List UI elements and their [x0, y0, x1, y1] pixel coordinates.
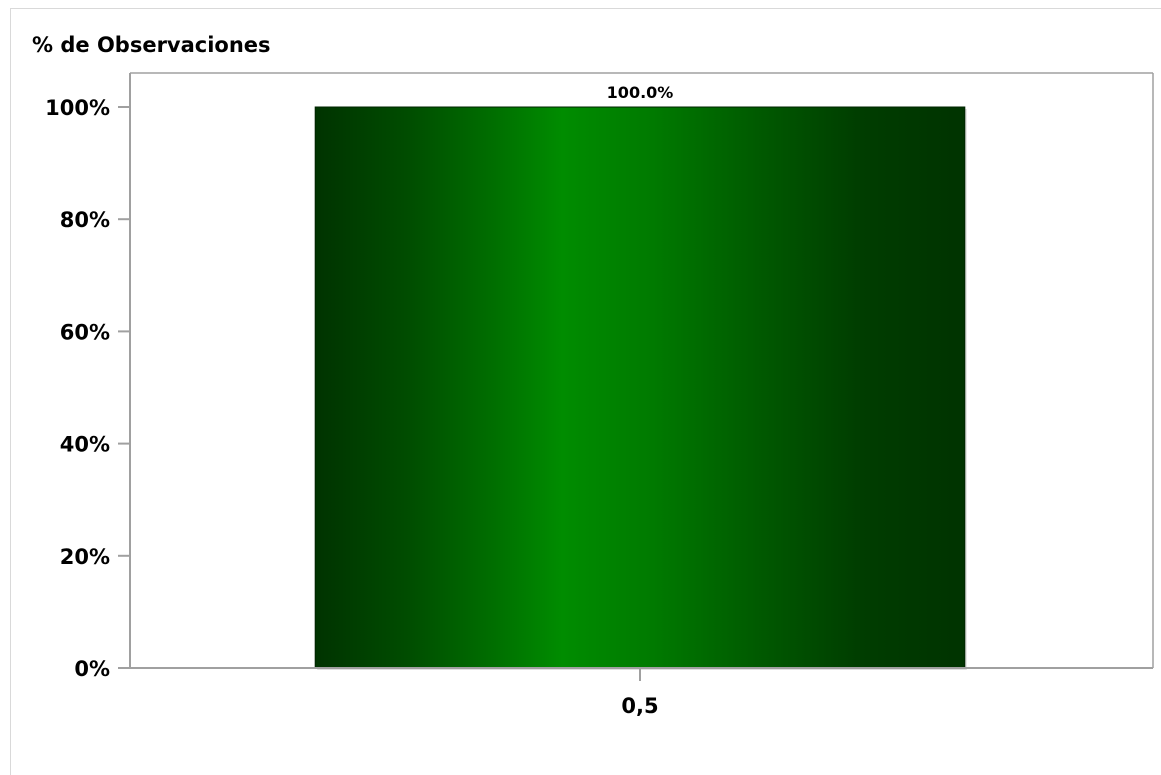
y-tick-label: 20%: [60, 545, 110, 569]
y-tick-label: 60%: [60, 320, 110, 344]
y-tick-label: 100%: [45, 96, 110, 120]
y-tick-label: 40%: [60, 433, 110, 457]
y-axis-title: % de Observaciones: [32, 33, 271, 57]
bar-value-label: 100.0%: [607, 83, 674, 102]
bar[interactable]: [314, 106, 966, 669]
y-axis-ticks: 0% 20% 40% 60% 80% 100%: [45, 96, 130, 681]
x-tick-label: 0,5: [621, 694, 658, 718]
y-tick-label: 0%: [74, 657, 110, 681]
y-tick-label: 80%: [60, 208, 110, 232]
x-axis-ticks: 0,5: [621, 668, 659, 718]
plot-area: [130, 72, 1154, 668]
bars: 100.0%: [314, 83, 967, 670]
